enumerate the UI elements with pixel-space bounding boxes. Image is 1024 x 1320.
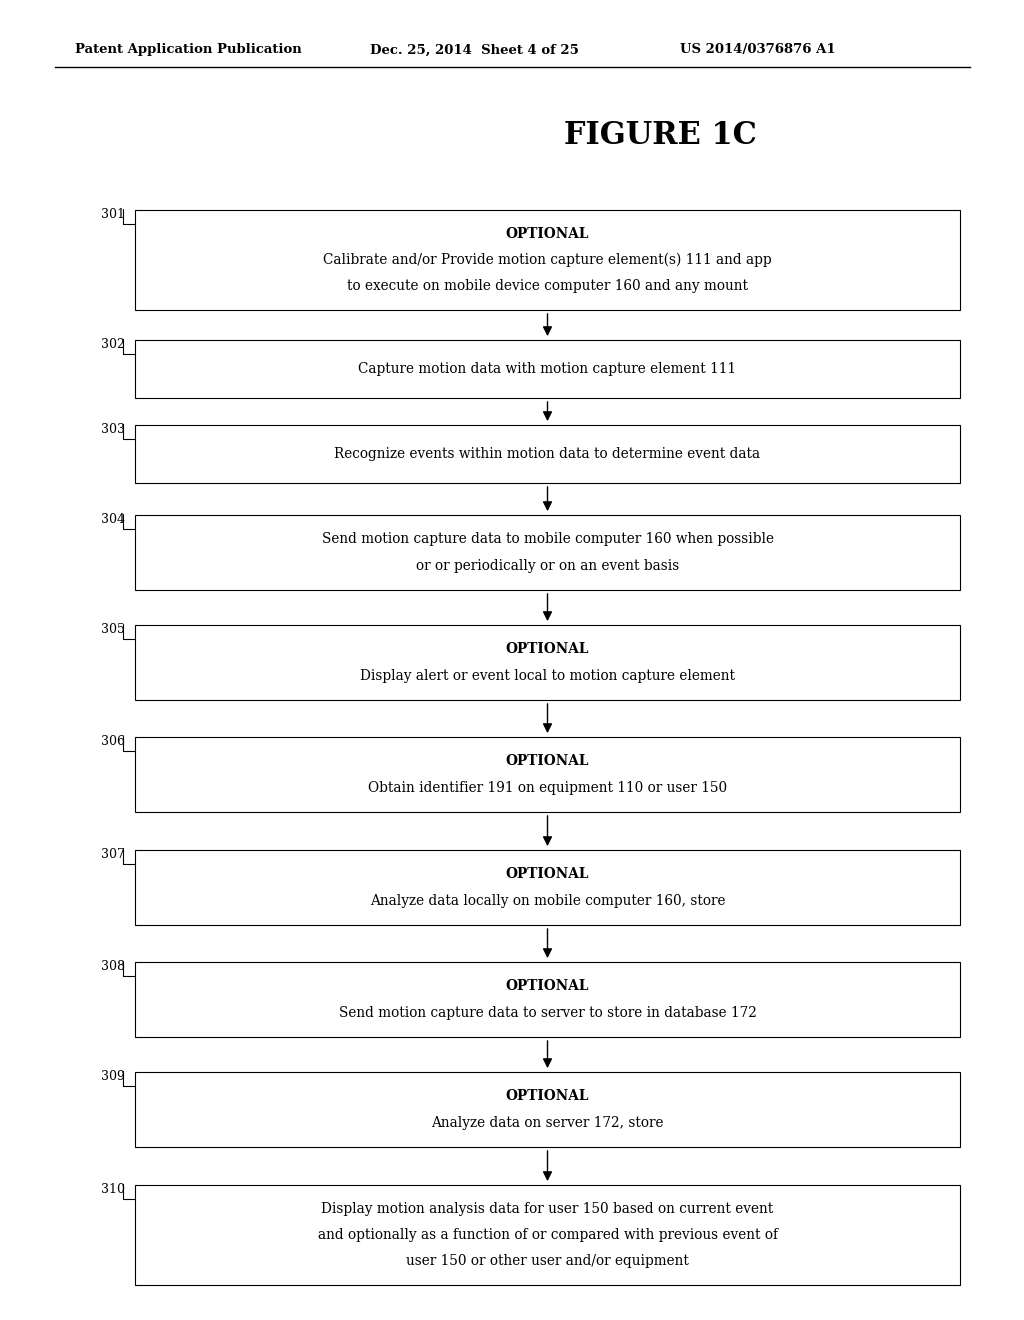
Text: Send motion capture data to server to store in database 172: Send motion capture data to server to st… [339,1006,757,1020]
Bar [135,850,961,925]
Text: 304: 304 [101,513,125,525]
Text: Display alert or event local to motion capture element: Display alert or event local to motion c… [360,669,735,682]
Text: Analyze data on server 172, store: Analyze data on server 172, store [431,1115,664,1130]
Text: OPTIONAL: OPTIONAL [506,979,589,993]
Bar [135,962,961,1038]
Text: 307: 307 [101,847,125,861]
Text: Dec. 25, 2014  Sheet 4 of 25: Dec. 25, 2014 Sheet 4 of 25 [370,44,579,57]
Text: Patent Application Publication: Patent Application Publication [75,44,302,57]
Text: FIGURE 1C: FIGURE 1C [563,120,757,150]
Text: 308: 308 [101,960,125,973]
Text: user 150 or other user and/or equipment: user 150 or other user and/or equipment [407,1254,689,1269]
Text: Capture motion data with motion capture element 111: Capture motion data with motion capture … [358,362,736,376]
Bar [135,515,961,590]
Text: or or periodically or on an event basis: or or periodically or on an event basis [416,558,679,573]
Text: OPTIONAL: OPTIONAL [506,227,589,240]
Text: 303: 303 [101,422,125,436]
Text: OPTIONAL: OPTIONAL [506,754,589,768]
Bar [135,624,961,700]
Bar [135,341,961,399]
Text: Recognize events within motion data to determine event data: Recognize events within motion data to d… [335,447,761,461]
Bar [135,210,961,310]
Text: Display motion analysis data for user 150 based on current event: Display motion analysis data for user 15… [322,1201,773,1216]
Text: OPTIONAL: OPTIONAL [506,642,589,656]
Text: to execute on mobile device computer 160 and any mount: to execute on mobile device computer 160… [347,280,748,293]
Text: 305: 305 [101,623,125,636]
Text: 306: 306 [101,735,125,748]
Text: 309: 309 [101,1071,125,1082]
Bar [135,1185,961,1284]
Text: and optionally as a function of or compared with previous event of: and optionally as a function of or compa… [317,1228,777,1242]
Bar [135,1072,961,1147]
Bar [135,425,961,483]
Text: US 2014/0376876 A1: US 2014/0376876 A1 [680,44,836,57]
Bar [135,737,961,812]
Text: OPTIONAL: OPTIONAL [506,1089,589,1104]
Text: 310: 310 [101,1183,125,1196]
Text: OPTIONAL: OPTIONAL [506,867,589,882]
Text: Send motion capture data to mobile computer 160 when possible: Send motion capture data to mobile compu… [322,532,773,546]
Text: Analyze data locally on mobile computer 160, store: Analyze data locally on mobile computer … [370,894,725,908]
Text: Calibrate and/or Provide motion capture element(s) 111 and app: Calibrate and/or Provide motion capture … [324,253,772,267]
Text: 302: 302 [101,338,125,351]
Text: Obtain identifier 191 on equipment 110 or user 150: Obtain identifier 191 on equipment 110 o… [368,781,727,795]
Text: 301: 301 [101,209,125,220]
